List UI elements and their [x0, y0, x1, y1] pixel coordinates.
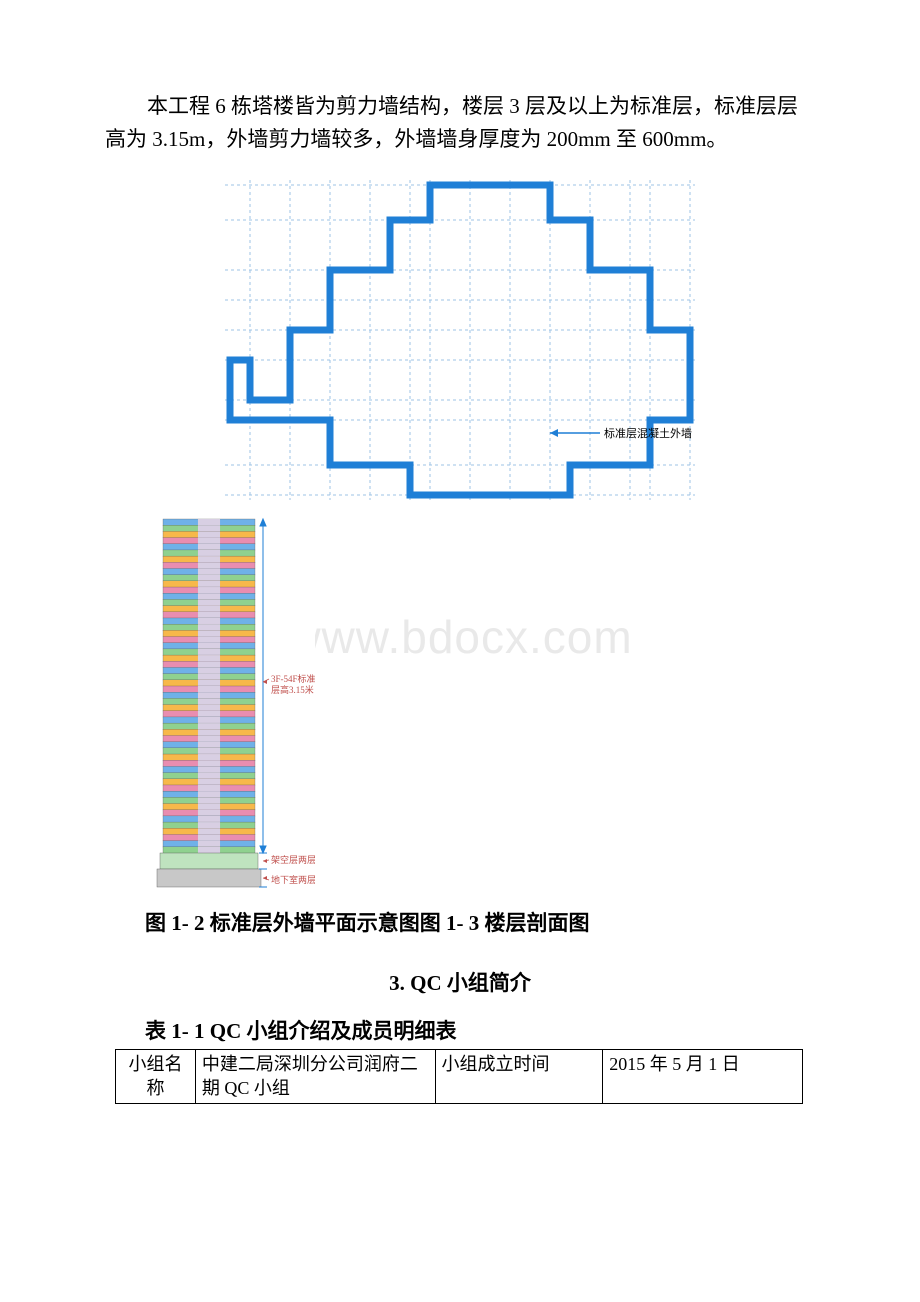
figure-caption: 图 1- 2 标准层外墙平面示意图图 1- 3 楼层剖面图: [145, 907, 815, 937]
qc-table: 小组名称 中建二局深圳分公司润府二期 QC 小组 小组成立时间 2015 年 5…: [115, 1049, 803, 1104]
cell-group-name-label: 小组名称: [116, 1050, 196, 1104]
svg-text:地下室两层: 地下室两层: [271, 874, 315, 885]
svg-text:3F-54F标准层: 3F-54F标准层: [271, 673, 315, 684]
watermark-text: www.bdocx.com: [0, 610, 920, 664]
table-row: 小组名称 中建二局深圳分公司润府二期 QC 小组 小组成立时间 2015 年 5…: [116, 1050, 803, 1104]
svg-text:标准层混凝土外墙: 标准层混凝土外墙: [604, 426, 692, 440]
svg-text:架空层两层: 架空层两层: [271, 854, 315, 865]
svg-text:层高3.15米: 层高3.15米: [271, 684, 314, 695]
floorplan-figure: 标准层混凝土外墙: [220, 175, 700, 505]
section-heading-qc: 3. QC 小组简介: [105, 967, 815, 997]
elevation-figure: 3F-54F标准层层高3.15米架空层两层地下室两层: [145, 513, 315, 893]
intro-paragraph: 本工程 6 栋塔楼皆为剪力墙结构，楼层 3 层及以上为标准层，标准层层高为 3.…: [105, 90, 815, 155]
cell-group-name-value: 中建二局深圳分公司润府二期 QC 小组: [195, 1050, 435, 1104]
cell-founded-label: 小组成立时间: [435, 1050, 603, 1104]
cell-founded-value: 2015 年 5 月 1 日: [603, 1050, 803, 1104]
table-caption: 表 1- 1 QC 小组介绍及成员明细表: [145, 1015, 815, 1045]
